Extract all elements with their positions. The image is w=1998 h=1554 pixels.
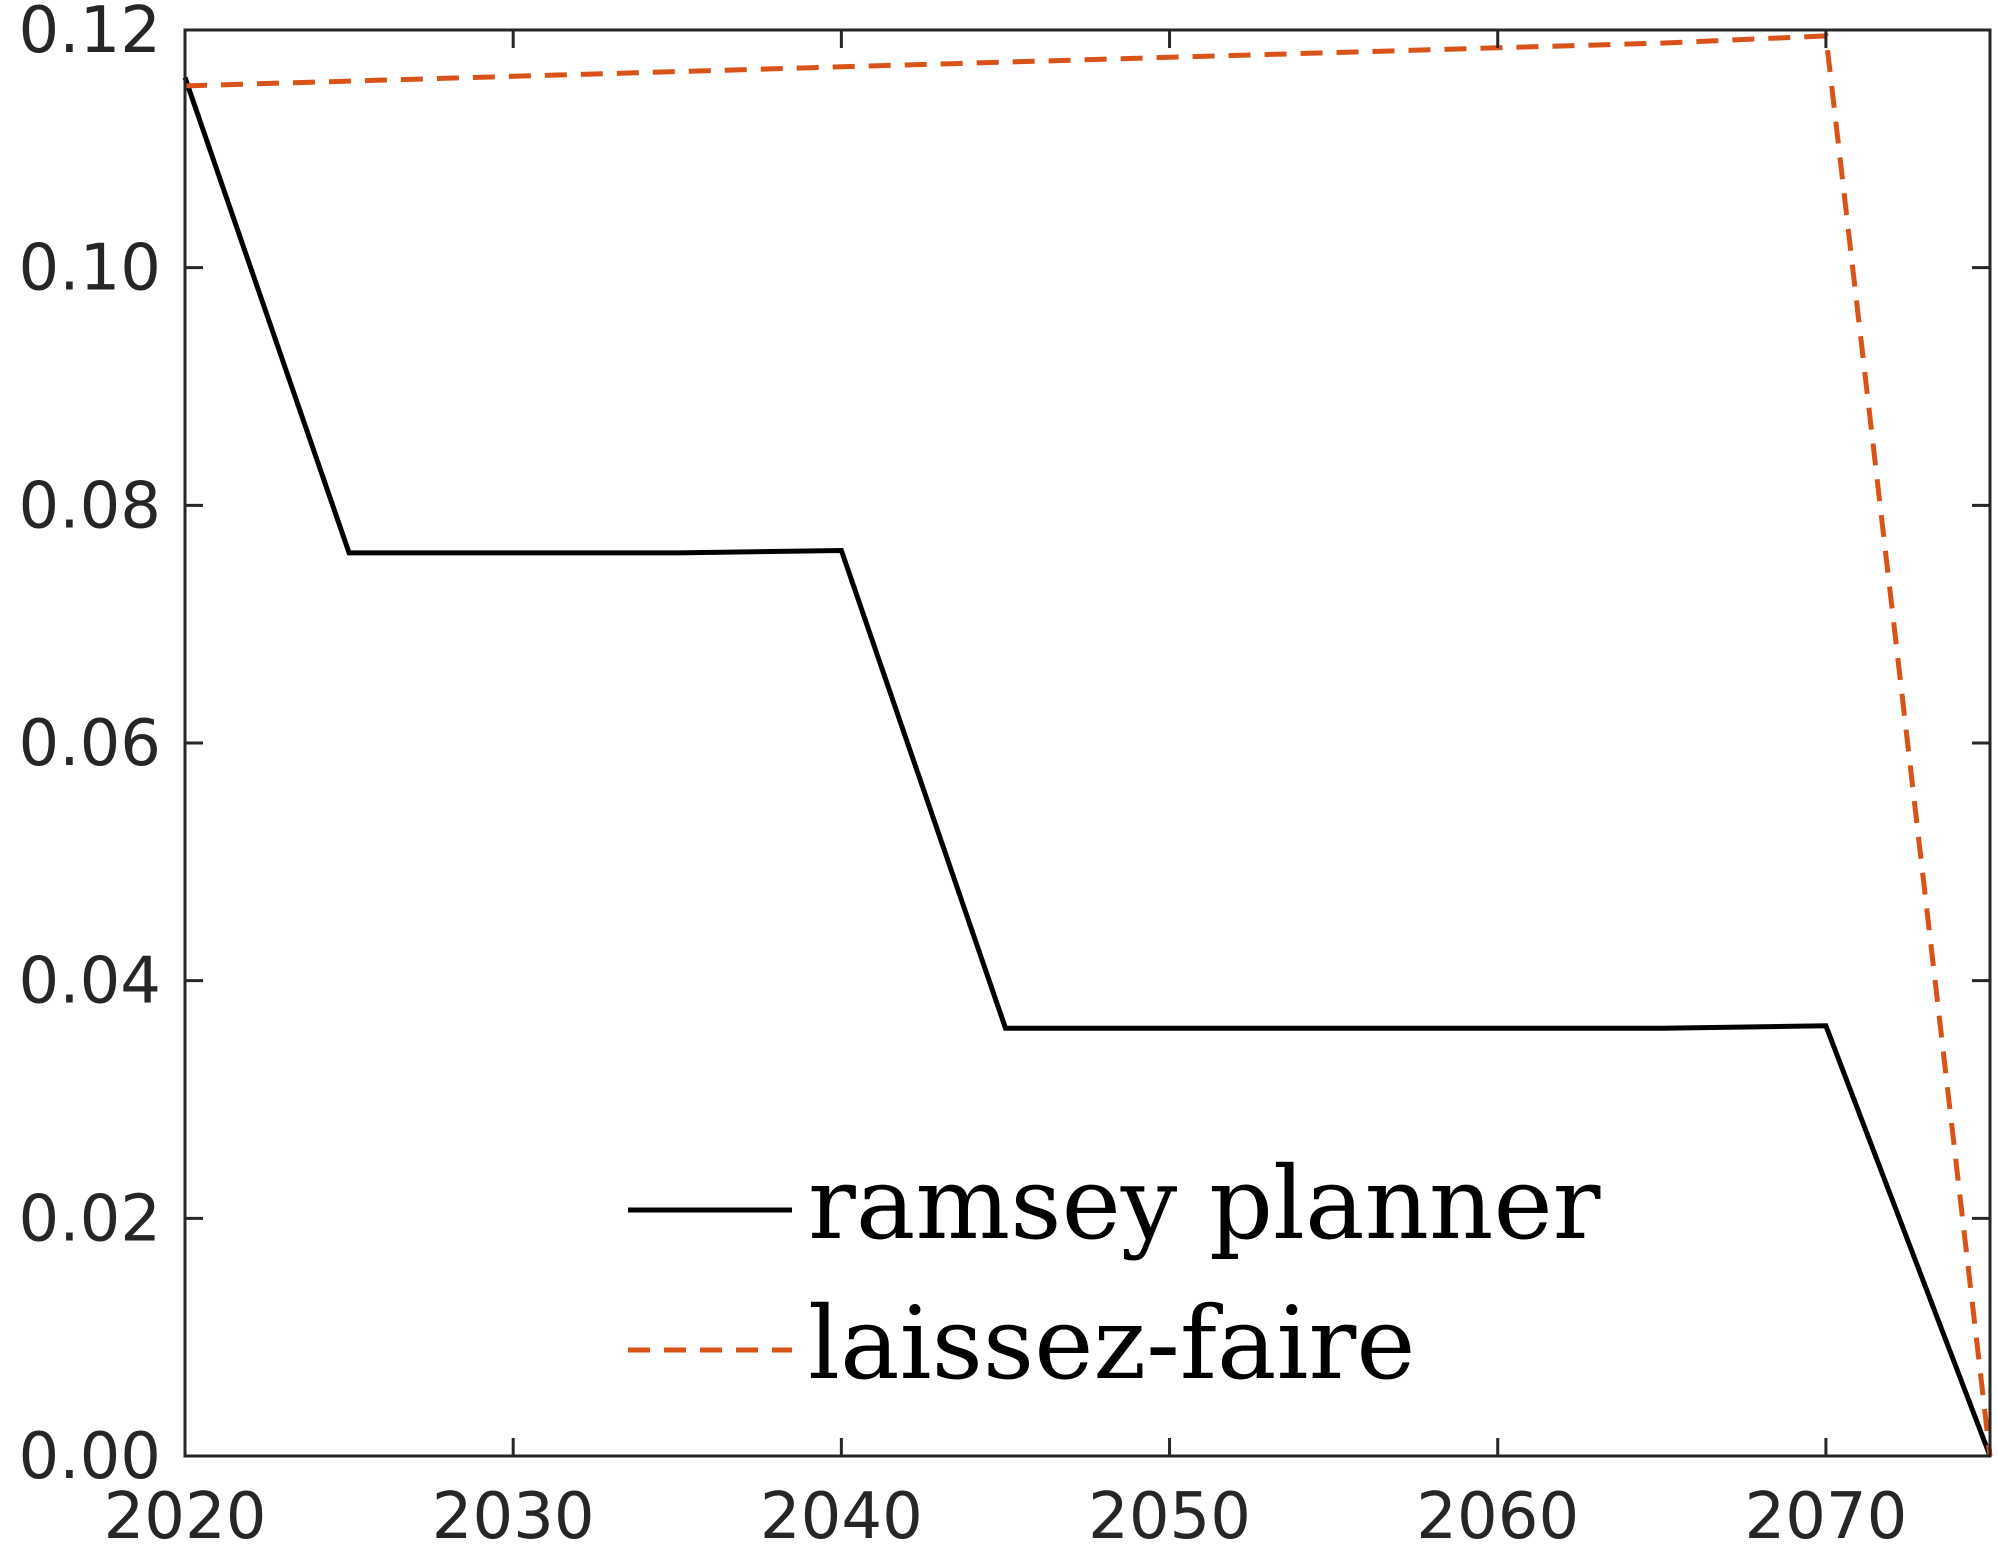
axes-layer: 2020 2030 2040 2050 2060 2070 0.00 0.02 0.04 0.06… (19, 0, 1992, 1554)
y-tick-label: 0.02 (19, 1182, 162, 1256)
x-tick-label: 2060 (1416, 1480, 1579, 1554)
series-line-ramsey-planner (182, 76, 1993, 1457)
legend: ramsey planner laissez-faire (628, 1145, 1601, 1402)
x-tick-label: 2040 (760, 1480, 923, 1554)
y-tick-label: 0.10 (19, 232, 162, 306)
x-tick-label: 2070 (1744, 1480, 1907, 1554)
series-layer (182, 33, 1993, 1457)
series-line-laissez-faire (184, 33, 1993, 1457)
y-tick-label: 0.04 (19, 945, 162, 1019)
y-tick-label: 0.08 (19, 469, 162, 543)
x-tick-label: 2020 (104, 1480, 267, 1554)
legend-label-ramsey-planner: ramsey planner (808, 1145, 1601, 1262)
legend-label-laissez-faire: laissez-faire (808, 1285, 1415, 1402)
x-tick-label: 2030 (432, 1480, 595, 1554)
y-tick-label: 0.00 (19, 1420, 162, 1494)
y-tick-label: 0.06 (19, 707, 162, 781)
y-tick-label: 0.12 (19, 0, 162, 68)
x-tick-label: 2050 (1088, 1480, 1251, 1554)
